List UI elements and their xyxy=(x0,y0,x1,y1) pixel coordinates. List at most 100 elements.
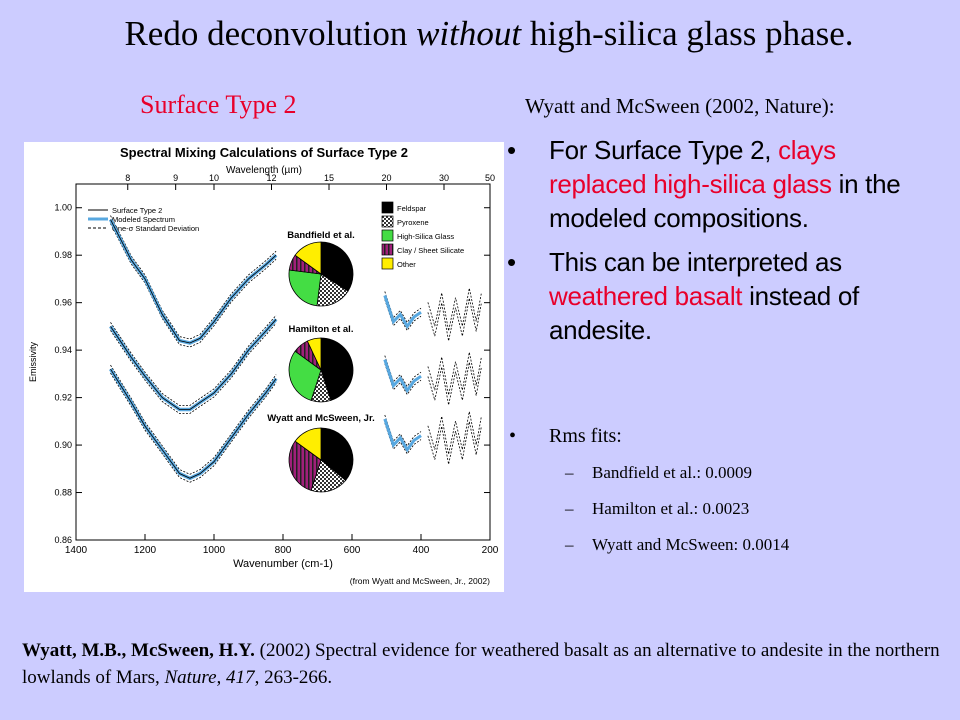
pie-slice xyxy=(310,459,347,493)
sigma-upper-line xyxy=(427,411,482,455)
y-tick-label: 0.94 xyxy=(54,345,72,355)
rms-label: Rms fits: xyxy=(549,425,622,447)
y-tick-label: 0.86 xyxy=(54,535,72,545)
y-tick-label: 0.96 xyxy=(54,298,72,308)
pie-legend-label: Feldspar xyxy=(397,204,427,213)
pie-slice xyxy=(306,337,322,371)
surface-type-heading: Surface Type 2 xyxy=(140,90,297,119)
rms-value: Hamilton et al.: 0.0023 xyxy=(592,499,750,518)
y-tick-label: 0.88 xyxy=(54,488,72,498)
x-tick-label: 600 xyxy=(344,545,361,556)
figure-title: Spectral Mixing Calculations of Surface … xyxy=(120,145,408,160)
y-tick-label: 0.98 xyxy=(54,250,72,260)
sigma-upper-line xyxy=(427,352,482,396)
reference-heading: Wyatt and McSween (2002, Nature): xyxy=(525,94,835,118)
pie-slice xyxy=(294,241,322,275)
citation-journal: Nature, 417 xyxy=(164,667,255,688)
sigma-lower-line xyxy=(110,223,277,348)
pie-legend-label: Clay / Sheet Silicate xyxy=(397,246,464,255)
spectral-mixing-figure: Spectral Mixing Calculations of Surface … xyxy=(24,142,504,592)
sigma-lower-line xyxy=(110,323,277,414)
x2-tick-label: 9 xyxy=(173,173,178,183)
pie-title: Wyatt and McSween, Jr. xyxy=(267,413,375,424)
pie-legend-swatch xyxy=(381,243,394,256)
measured-spectrum-line xyxy=(110,219,277,344)
pie-legend-label: Pyroxene xyxy=(397,218,429,227)
sigma-upper-line xyxy=(110,364,277,475)
rms-item-hamilton: – Hamilton et al.: 0.0023 xyxy=(565,499,750,518)
legend-label: Modeled Spectrum xyxy=(112,215,175,224)
x2-tick-label: 12 xyxy=(266,173,276,183)
bullet-text: This can be interpreted as xyxy=(549,247,842,277)
pie-slice xyxy=(320,427,354,481)
measured-spectrum-line xyxy=(110,368,277,479)
slide-title: Redo deconvolution without high-silica g… xyxy=(0,14,960,54)
y-tick-label: 0.90 xyxy=(54,440,72,450)
title-post: high-silica glass phase. xyxy=(521,14,854,53)
bullet-highlight: weathered basalt xyxy=(549,281,743,311)
x-tick-label: 1200 xyxy=(134,545,157,556)
x2-tick-label: 10 xyxy=(209,173,219,183)
bullet-highlight: clays replaced high-silica glass xyxy=(549,135,836,199)
bullet-weathered: • This can be interpreted as weathered ba… xyxy=(505,245,925,347)
pie-legend-swatch xyxy=(381,257,394,270)
figure-source: (from Wyatt and McSween, Jr., 2002) xyxy=(350,576,490,586)
y-axis-label: Emissivity xyxy=(28,342,38,382)
bullet-dot: • xyxy=(507,247,516,277)
citation-text: (2002) Spectral evidence for weathered b… xyxy=(22,640,940,688)
sigma-lower-line xyxy=(427,362,482,406)
pie-title: Bandfield et al. xyxy=(287,230,355,241)
bullet-dot: • xyxy=(509,425,517,447)
rms-value: Wyatt and McSween: 0.0014 xyxy=(592,535,790,554)
y-tick-label: 0.92 xyxy=(54,393,72,403)
x2-tick-label: 20 xyxy=(381,173,391,183)
rms-heading: • Rms fits: xyxy=(507,424,622,448)
sigma-upper-line xyxy=(110,315,277,406)
x2-tick-label: 30 xyxy=(439,173,449,183)
pie-legend-swatch xyxy=(381,201,394,214)
pie-slice xyxy=(320,337,354,401)
citation-authors: Wyatt, M.B., McSween, H.Y. xyxy=(22,640,255,661)
pie-slice xyxy=(288,350,322,401)
bullet-list: • For Surface Type 2, clays replaced high… xyxy=(505,133,925,347)
x2-tick-label: 8 xyxy=(125,173,130,183)
sigma-lower-line xyxy=(110,372,277,483)
bullet-text: For Surface Type 2, xyxy=(549,135,779,165)
rms-item-bandfield: – Bandfield et al.: 0.0009 xyxy=(565,463,753,482)
modeled-spectrum-line xyxy=(108,218,278,345)
title-pre: Redo deconvolution xyxy=(124,14,417,53)
y-tick-label: 1.00 xyxy=(54,203,72,213)
rms-value: Bandfield et al.: 0.0009 xyxy=(592,463,753,482)
legend-label: One-σ Standard Deviation xyxy=(112,224,199,233)
title-emphasis: without xyxy=(416,14,522,53)
citation-pages: , 263-266. xyxy=(254,667,333,688)
pie-legend-label: Other xyxy=(397,260,416,269)
modeled-spectrum-line xyxy=(383,295,422,330)
pie-legend-label: High-Silica Glass xyxy=(397,232,454,241)
modeled-spectrum-line xyxy=(383,359,422,394)
figure-svg: Spectral Mixing Calculations of Surface … xyxy=(28,145,499,586)
x-tick-label: 400 xyxy=(413,545,430,556)
pie-legend-swatch xyxy=(381,215,394,228)
modeled-spectrum-line xyxy=(109,368,278,481)
sigma-upper-line xyxy=(110,215,277,340)
bullet-dot: • xyxy=(507,135,516,165)
sigma-upper-line xyxy=(427,288,482,331)
x-tick-label: 1400 xyxy=(65,545,88,556)
pie-slice xyxy=(288,269,322,307)
x2-tick-label: 15 xyxy=(324,173,334,183)
pie-title: Hamilton et al. xyxy=(289,324,354,335)
pie-legend-swatch xyxy=(381,229,394,242)
pie-slice xyxy=(294,427,322,461)
rms-item-wyatt: – Wyatt and McSween: 0.0014 xyxy=(565,535,790,554)
bullet-text: in the modeled compositions. xyxy=(549,169,901,233)
x2-tick-label: 50 xyxy=(485,173,495,183)
modeled-spectrum-line xyxy=(383,418,422,453)
measured-spectrum-line xyxy=(110,319,277,410)
bullet-clays: • For Surface Type 2, clays replaced high… xyxy=(505,133,925,235)
sigma-lower-line xyxy=(427,298,482,341)
top-axis-label: Wavelength (µm) xyxy=(226,165,302,176)
bullet-text: instead of andesite. xyxy=(549,281,859,345)
x-tick-label: 1000 xyxy=(203,545,226,556)
x-tick-label: 800 xyxy=(275,545,292,556)
